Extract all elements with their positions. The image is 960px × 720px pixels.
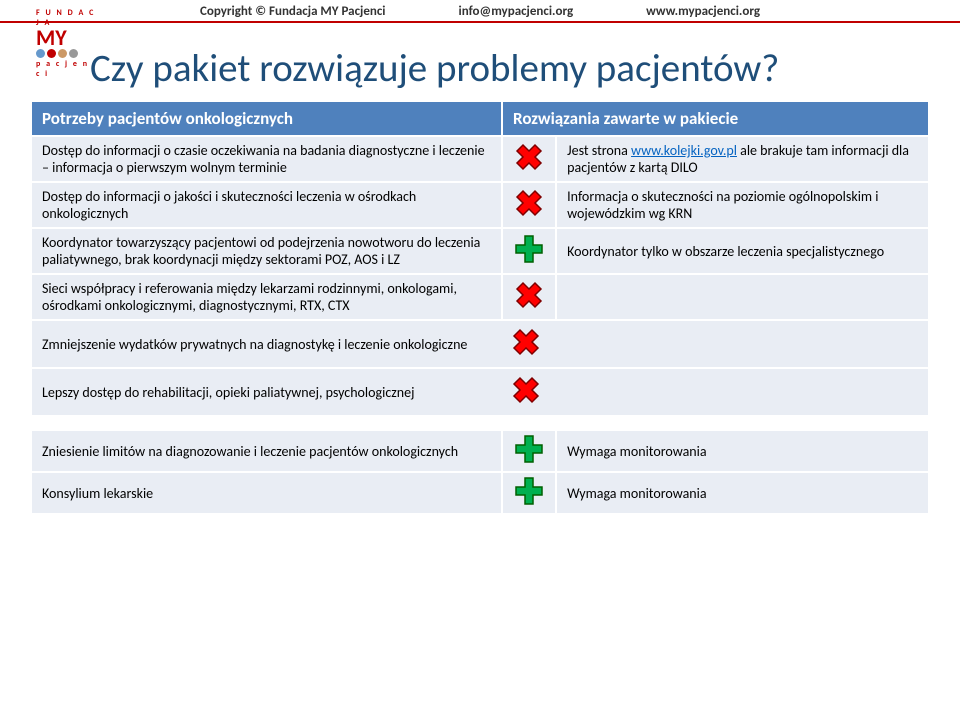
x-icon — [510, 326, 542, 358]
cell-icon — [503, 431, 555, 471]
table-row: Konsylium lekarskie Wymaga monitorowania — [32, 473, 928, 513]
cell-need: Koordynator towarzyszący pacjentowi od p… — [32, 229, 501, 273]
header-bar: Copyright © Fundacja MY Pacjenci info@my… — [0, 0, 960, 23]
table-row: Sieci współpracy i referowania między le… — [32, 275, 928, 319]
table-row: Zniesienie limitów na diagnozowanie i le… — [32, 431, 928, 471]
cell-need: Sieci współpracy i referowania między le… — [32, 275, 501, 319]
cell-solution: Jest strona www.kolejki.gov.pl ale braku… — [557, 137, 928, 181]
cell-icon — [503, 183, 555, 227]
x-icon — [510, 374, 542, 406]
cell-solution: Wymaga monitorowania — [557, 473, 928, 513]
x-icon — [513, 141, 545, 173]
page-title: Czy pakiet rozwiązuje problemy pacjentów… — [90, 45, 960, 92]
table-row: Dostęp do informacji o czasie oczekiwani… — [32, 137, 928, 181]
table-header-right: Rozwiązania zawarte w pakiecie — [503, 102, 928, 135]
kolejki-link[interactable]: www.kolejki.gov.pl — [631, 142, 737, 159]
cell-icon — [503, 229, 555, 273]
cell-need: Zniesienie limitów na diagnozowanie i le… — [32, 431, 501, 471]
copyright-text: Copyright © Fundacja MY Pacjenci — [200, 4, 385, 19]
x-icon — [513, 279, 545, 311]
cell-icon — [503, 275, 555, 319]
logo-bottom-text: p a c j e n c i — [36, 59, 96, 79]
cell-need: Dostęp do informacji o jakości i skutecz… — [32, 183, 501, 227]
logo-main: MY — [36, 28, 96, 48]
table-row: Koordynator towarzyszący pacjentowi od p… — [32, 229, 928, 273]
logo: F U N D A C J A MY p a c j e n c i — [36, 8, 96, 80]
cell-need-merged: Zmniejszenie wydatków prywatnych na diag… — [32, 321, 928, 367]
table-row: Zmniejszenie wydatków prywatnych na diag… — [32, 321, 928, 367]
cell-icon — [503, 137, 555, 181]
cell-need: Konsylium lekarskie — [32, 473, 501, 513]
table-row: Lepszy dostęp do rehabilitacji, opieki p… — [32, 369, 928, 415]
cell-need: Dostęp do informacji o czasie oczekiwani… — [32, 137, 501, 181]
cell-solution: Koordynator tylko w obszarze leczenia sp… — [557, 229, 928, 273]
cell-icon — [503, 473, 555, 513]
cell-need-merged: Lepszy dostęp do rehabilitacji, opieki p… — [32, 369, 928, 415]
plus-icon — [513, 475, 545, 507]
row-spacer — [32, 417, 928, 429]
x-icon — [513, 187, 545, 219]
cell-solution: Wymaga monitorowania — [557, 431, 928, 471]
cell-solution: Informacja o skuteczności na poziomie og… — [557, 183, 928, 227]
table-header-left: Potrzeby pacjentów onkologicznych — [32, 102, 501, 135]
comparison-table: Potrzeby pacjentów onkologicznych Rozwią… — [30, 100, 930, 515]
email-text: info@mypacjenci.org — [459, 4, 574, 19]
plus-icon — [513, 433, 545, 465]
table-row: Dostęp do informacji o jakości i skutecz… — [32, 183, 928, 227]
cell-solution — [557, 275, 928, 319]
plus-icon — [513, 233, 545, 265]
website-text: www.mypacjenci.org — [646, 4, 760, 19]
